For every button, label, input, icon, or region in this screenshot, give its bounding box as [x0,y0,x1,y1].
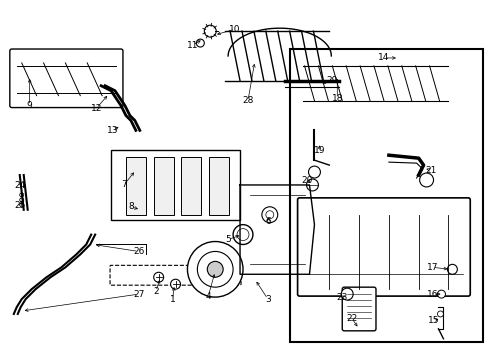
Text: 23: 23 [337,293,348,302]
Text: 3: 3 [265,294,270,303]
Circle shape [309,166,320,178]
FancyBboxPatch shape [10,49,123,108]
Text: 20: 20 [302,176,313,185]
Circle shape [438,290,445,298]
Text: 7: 7 [121,180,127,189]
Text: 17: 17 [427,263,438,272]
Text: 1: 1 [170,294,175,303]
Text: 13: 13 [107,126,119,135]
Text: 15: 15 [428,316,439,325]
Circle shape [207,261,223,277]
Circle shape [233,225,253,244]
Text: 12: 12 [91,104,102,113]
Bar [126,157,146,215]
FancyBboxPatch shape [297,198,470,296]
Text: 27: 27 [133,289,145,298]
Circle shape [171,279,180,289]
Circle shape [197,251,233,287]
Text: 26: 26 [133,247,145,256]
FancyBboxPatch shape [342,287,376,331]
Circle shape [341,288,353,300]
Circle shape [237,229,249,240]
Bar [154,157,173,215]
Circle shape [419,173,434,187]
Text: 22: 22 [346,314,358,323]
Circle shape [20,198,24,202]
Bar [209,157,229,215]
Text: 21: 21 [425,166,436,175]
Bar [290,49,483,342]
Text: 28: 28 [242,96,254,105]
Text: 25: 25 [14,201,25,210]
Circle shape [266,211,274,219]
Text: 29: 29 [327,76,338,85]
Circle shape [307,179,318,191]
Circle shape [20,203,24,207]
Text: 14: 14 [378,53,390,62]
FancyBboxPatch shape [110,265,241,285]
Text: 18: 18 [332,94,343,103]
Circle shape [154,272,164,282]
Text: 8: 8 [128,202,134,211]
Text: 4: 4 [205,292,211,301]
Circle shape [20,193,24,197]
Circle shape [438,311,443,317]
Circle shape [262,207,278,223]
Text: 6: 6 [265,217,270,226]
Circle shape [196,39,204,47]
Text: 19: 19 [314,146,325,155]
Circle shape [188,242,243,297]
Bar [111,150,240,220]
Text: 2: 2 [153,287,158,296]
Text: 5: 5 [225,235,231,244]
Text: 10: 10 [229,25,241,34]
Text: 24: 24 [14,181,25,190]
Circle shape [204,25,216,37]
Text: 16: 16 [427,289,438,298]
Text: 9: 9 [27,101,32,110]
Bar [181,157,201,215]
Text: 11: 11 [187,41,198,50]
Circle shape [447,264,457,274]
